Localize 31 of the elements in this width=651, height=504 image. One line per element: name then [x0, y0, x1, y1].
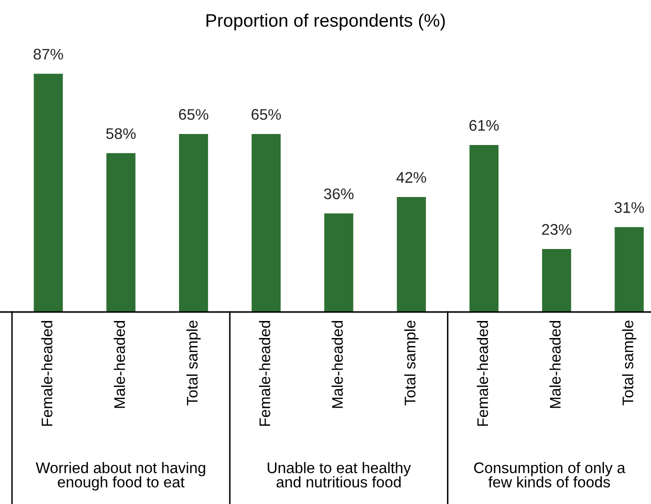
chart-title: Proportion of respondents (%): [206, 14, 445, 30]
data-label: 58%: [106, 128, 136, 140]
data-label: 65%: [179, 109, 208, 120]
bar: [614, 227, 644, 312]
x-tick-label: Total sample: [186, 320, 201, 406]
data-label: 65%: [252, 109, 281, 120]
data-label: 23%: [542, 224, 572, 235]
x-tick-label: Female-headed: [476, 320, 488, 426]
bar: [179, 134, 208, 312]
bar: [469, 144, 499, 312]
x-tick-label: Female-headed: [259, 320, 270, 426]
bar: [34, 74, 63, 312]
x-tick-label: Male-headed: [332, 320, 343, 408]
data-label: 31%: [614, 202, 644, 213]
bar: [542, 249, 572, 312]
x-tick-label: Total sample: [622, 320, 636, 406]
x-tick-label: Male-headed: [114, 320, 126, 408]
text: Unable to eat healthy and nutritious food: [268, 462, 411, 488]
data-label: 42%: [396, 172, 426, 183]
x-tick-label: Total sample: [404, 320, 418, 406]
text: Consumption of only a few kinds of foods: [474, 462, 626, 488]
bar: [324, 213, 354, 312]
bar: [252, 134, 281, 312]
data-label: 61%: [469, 120, 499, 131]
text: Worried about not having enough food to eat: [36, 462, 206, 490]
bar: [106, 153, 136, 312]
x-tick-label: Female-headed: [41, 320, 52, 426]
data-label: 36%: [324, 188, 354, 200]
x-tick-label: Male-headed: [549, 320, 561, 408]
bar: [396, 196, 426, 312]
data-label: 87%: [34, 48, 64, 60]
